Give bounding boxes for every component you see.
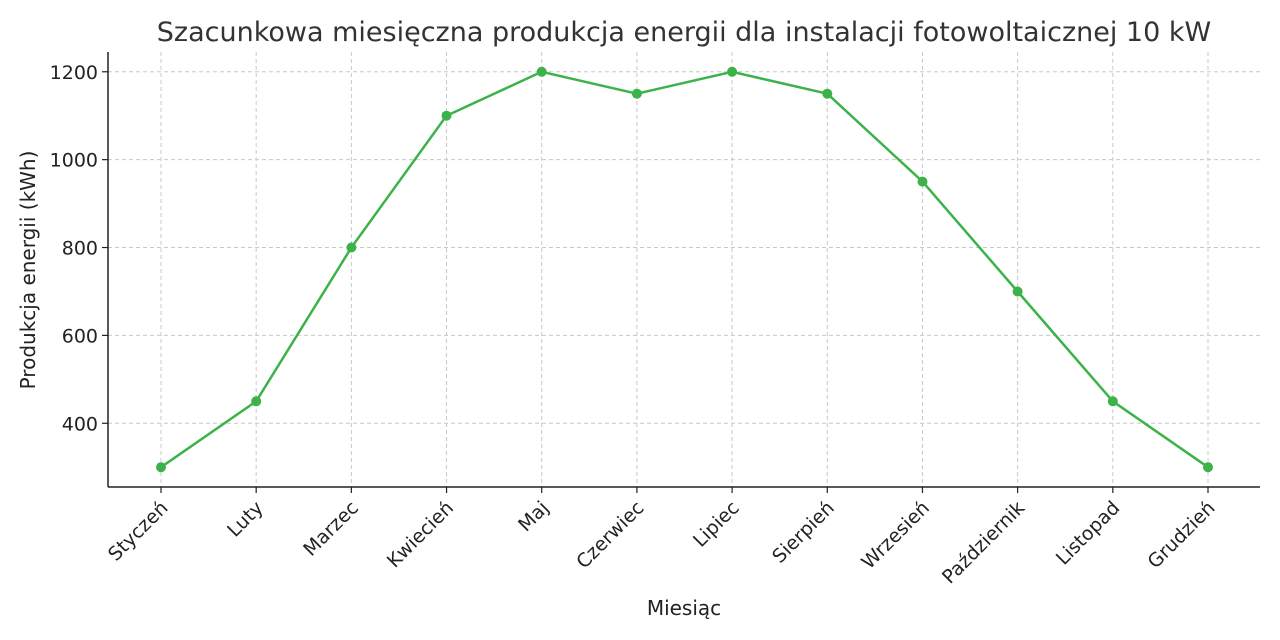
x-tick-label: Październik	[938, 497, 1029, 588]
y-tick-label: 600	[62, 325, 98, 347]
data-point	[251, 396, 262, 407]
data-point	[156, 462, 166, 473]
x-tick-label: Luty	[223, 497, 268, 542]
data-point	[1107, 396, 1118, 407]
x-tick-label: Listopad	[1052, 497, 1125, 570]
data-point	[1012, 286, 1023, 297]
chart-title: Szacunkowa miesięczna produkcja energii …	[157, 17, 1211, 48]
x-tick-label: Lipiec	[689, 497, 744, 552]
data-point	[536, 66, 547, 77]
data-point	[822, 88, 833, 99]
x-ticks: Styczeń Luty Marzec Kwiecień Maj Czerwiec Lipi…	[104, 487, 1220, 588]
y-tick-label: 800	[62, 238, 98, 260]
data-point	[441, 110, 452, 121]
y-ticks: 400 600 800 1000 1200	[50, 62, 108, 435]
y-tick-label: 1200	[50, 62, 98, 84]
series	[156, 66, 1213, 473]
x-tick-label: Wrzesień	[857, 497, 934, 574]
data-point	[727, 66, 738, 77]
x-tick-label: Maj	[514, 497, 553, 536]
x-tick-label: Grudzień	[1143, 497, 1219, 573]
x-tick-label: Czerwiec	[572, 497, 648, 573]
grid	[108, 52, 1260, 487]
x-tick-label: Marzec	[299, 497, 363, 561]
x-tick-label: Kwiecień	[383, 497, 458, 572]
data-point	[346, 242, 357, 253]
y-axis-label: Produkcja energii (kWh)	[16, 151, 40, 390]
axes	[107, 52, 1260, 488]
x-tick-label: Styczeń	[104, 497, 173, 566]
data-point	[1203, 462, 1213, 473]
data-point	[917, 176, 928, 187]
x-axis-label: Miesiąc	[647, 596, 721, 620]
y-tick-label: 1000	[50, 150, 98, 172]
x-tick-label: Sierpień	[768, 497, 839, 568]
series-line	[159, 70, 1210, 469]
data-point	[631, 88, 642, 99]
y-tick-label: 400	[62, 413, 98, 435]
